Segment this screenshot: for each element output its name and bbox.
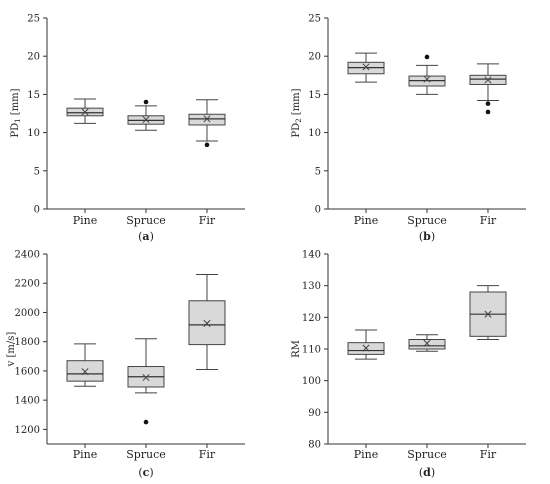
panel-b-spruce-mean-marker-b	[423, 75, 431, 83]
panel-b-pine-category-label: Pine	[354, 214, 379, 227]
panel-d-ylabel: RM	[291, 340, 302, 358]
panel-d-ytick-label-3: 110	[302, 345, 321, 356]
panel-c-spruce-category-label: Spruce	[126, 448, 166, 461]
panel-b-ytick-label-0: 0	[315, 205, 321, 216]
panel-c-ytick-label-1: 1400	[15, 396, 40, 407]
panel-c-fir-category-label: Fir	[199, 448, 216, 461]
panel-c-ytick-label-5: 2200	[15, 279, 40, 290]
panel-b-fir-category-label: Fir	[480, 214, 497, 227]
panel-a-spruce-mean-marker-b	[142, 116, 150, 124]
panel-d-ytick-label-6: 140	[302, 250, 321, 261]
panel-d-fir-category-label: Fir	[480, 448, 497, 461]
panel-a-fir-mean-marker-b	[203, 115, 211, 123]
panel-d-ytick-label-1: 90	[308, 408, 321, 419]
panel-d-spruce-mean-marker-b	[423, 339, 431, 347]
panel-d-pine-mean-marker-b	[362, 344, 370, 352]
panel-c-ytick-label-6: 2400	[15, 250, 40, 261]
panel-d-ytick-label-4: 120	[302, 313, 321, 324]
panel-d-ytick-label-5: 130	[302, 281, 321, 292]
panel-b-ytick-label-1: 5	[315, 166, 321, 177]
panel-d-ytick-label-2: 100	[302, 376, 321, 387]
panel-b-label: (b)	[419, 230, 435, 243]
panel-b-spruce-category-label: Spruce	[407, 214, 447, 227]
panel-d-label: (d)	[419, 466, 435, 479]
panel-c-pine-category-label: Pine	[73, 448, 98, 461]
panel-c-ytick-label-3: 1800	[15, 337, 40, 348]
panel-a-fir-box	[188, 113, 226, 126]
panel-b-ytick-label-4: 20	[308, 52, 321, 63]
panel-d-fir-mean-marker-b	[484, 310, 492, 318]
panel-a-label: (a)	[138, 230, 154, 243]
panel-c-pine-box	[66, 360, 104, 382]
panel-a-pine-mean-marker-b	[81, 108, 89, 116]
panel-d-spruce-box	[408, 339, 446, 350]
panel-c-spruce-outlier-0	[143, 419, 149, 425]
panel-a-pine-category-label: Pine	[73, 214, 98, 227]
panel-c-ytick-label-0: 1200	[15, 425, 40, 436]
panel-d-spruce-category-label: Spruce	[407, 448, 447, 461]
panel-b-spruce-outlier-0	[424, 54, 430, 60]
panel-a-ytick-label-0: 0	[34, 205, 40, 216]
panel-c-ytick-label-2: 1600	[15, 366, 40, 377]
panel-a-spruce-outlier-0	[143, 99, 149, 105]
panel-d-ytick-label-0: 80	[308, 440, 321, 451]
panel-a-ytick-label-3: 15	[27, 90, 40, 101]
panel-c-fir-box	[188, 300, 226, 346]
panel-b-ytick-label-3: 15	[308, 90, 321, 101]
panel-a-fir-category-label: Fir	[199, 214, 216, 227]
panel-c-spruce-mean-marker-b	[142, 373, 150, 382]
panel-c-fir-mean-marker-b	[203, 319, 211, 327]
panel-a-ytick-label-4: 20	[27, 52, 40, 63]
panel-a-spruce-category-label: Spruce	[126, 214, 166, 227]
panel-c-pine-mean-marker-b	[81, 368, 89, 376]
panel-b-ylabel: PD2 [mm]	[291, 88, 303, 137]
panel-a-ytick-label-5: 25	[27, 14, 40, 25]
panel-a-ylabel: PD1 [mm]	[10, 88, 22, 137]
panel-d-pine-category-label: Pine	[354, 448, 379, 461]
panel-c-label: (c)	[138, 466, 153, 479]
panel-b-fir-mean-marker-b	[484, 76, 492, 84]
panel-b-ytick-label-5: 25	[308, 14, 321, 25]
panel-b-ytick-label-2: 10	[308, 128, 321, 139]
panel-a-fir-outlier-0	[204, 142, 210, 148]
panel-b-fir-outlier-0	[485, 101, 491, 106]
panel-a-ytick-label-2: 10	[27, 128, 40, 139]
panel-c-ylabel: v [m/s]	[6, 332, 17, 368]
panel-c-ytick-label-4: 2000	[15, 308, 40, 319]
panel-b-fir-outlier-1	[485, 109, 491, 115]
panel-a-ytick-label-1: 5	[34, 166, 40, 177]
panel-b-pine-mean-marker-b	[362, 63, 370, 71]
